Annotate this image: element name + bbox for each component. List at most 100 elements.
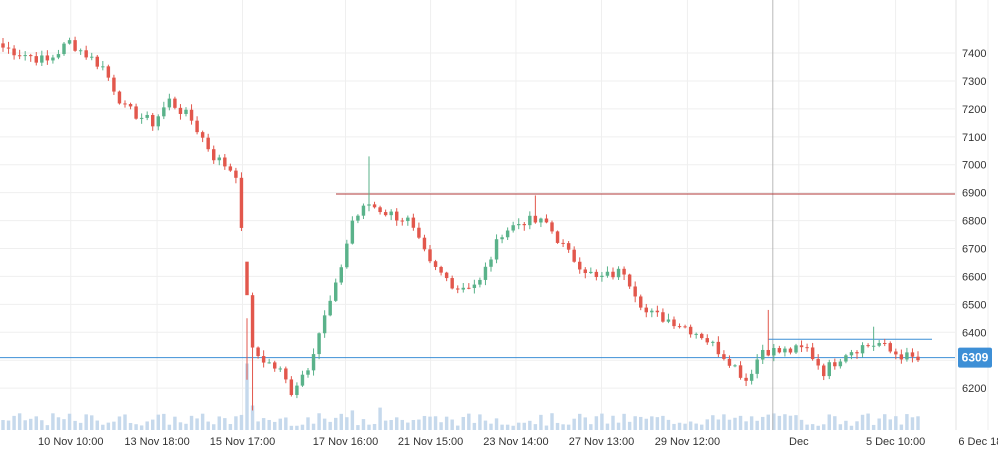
candle-body (267, 362, 271, 364)
candle-body (200, 132, 205, 138)
volume-bar (594, 416, 599, 430)
volume-bar (572, 418, 576, 430)
candle-body (605, 271, 610, 276)
candle-body (822, 365, 826, 377)
volume-bar (95, 420, 99, 430)
candle-body (139, 117, 144, 119)
y-tick-label: 6900 (962, 188, 986, 200)
candle-body (62, 43, 66, 55)
candle-body (17, 55, 22, 57)
volume-bar (916, 416, 920, 430)
candle-body (749, 373, 754, 381)
candle-body (528, 215, 532, 226)
candle-body (489, 259, 493, 267)
volume-bar (794, 415, 798, 430)
volume-bar (112, 421, 116, 430)
volume-bar (400, 419, 404, 430)
volume-bar (278, 418, 282, 430)
volume-bar (145, 421, 149, 430)
volume-bar (56, 417, 61, 430)
volume-bar (727, 419, 732, 430)
volume-bar (106, 422, 111, 430)
volume-bar (239, 414, 244, 430)
volume-bar (51, 413, 55, 430)
candle-body (467, 287, 471, 289)
volume-bar (827, 414, 831, 430)
candle-body (128, 103, 133, 107)
y-tick-label: 6600 (962, 271, 986, 283)
volume-bar (511, 425, 515, 430)
volume-bar (711, 415, 715, 430)
volume-bar (345, 417, 349, 430)
candle-body (838, 361, 843, 367)
candle-body (422, 237, 427, 250)
volume-bar (90, 415, 94, 430)
volume-bar (167, 424, 172, 430)
candle-body (95, 56, 99, 67)
candle-body (156, 116, 160, 127)
volume-bar (1, 420, 5, 430)
candle-body (888, 343, 892, 352)
volume-bar (589, 424, 593, 430)
volume-bar (439, 422, 443, 430)
volume-bar (422, 415, 427, 430)
candle-body (67, 40, 72, 44)
volume-bar (483, 420, 488, 430)
candle-body (578, 261, 582, 270)
volume-bar (894, 416, 898, 430)
volume-bar (173, 416, 177, 430)
candle-body (461, 287, 465, 290)
volume-bar (250, 405, 255, 430)
volume-layer (1, 363, 920, 430)
volume-bar (633, 416, 637, 430)
candle-body (439, 266, 443, 273)
candle-body (855, 352, 859, 354)
volume-bar (134, 424, 138, 430)
volume-bar (62, 419, 66, 430)
candle-body (217, 157, 221, 161)
candle-body (300, 374, 305, 386)
volume-bar (178, 422, 183, 430)
candle-body (1, 43, 5, 48)
x-tick-label: 15 Nov 17:00 (210, 436, 275, 448)
candle-body (833, 362, 837, 367)
y-tick-label: 6700 (962, 244, 986, 256)
volume-bar (799, 419, 804, 430)
volume-bar (383, 420, 388, 430)
volume-bar (766, 414, 770, 430)
volume-bar (517, 422, 521, 430)
volume-bar (45, 425, 50, 430)
volume-bar (123, 414, 127, 430)
candle-body (772, 348, 776, 356)
current-price-label: 6309 (962, 351, 989, 365)
volume-bar (212, 424, 216, 430)
volume-bar (334, 417, 338, 430)
candle-body (256, 347, 260, 357)
volume-bar (317, 413, 321, 430)
volume-bar (855, 421, 859, 430)
y-tick-label: 6400 (962, 327, 986, 339)
volume-bar (616, 422, 621, 430)
candle-body (389, 211, 393, 216)
candle-body (84, 50, 88, 58)
volume-bar (273, 421, 277, 430)
volume-bar (600, 413, 604, 430)
x-tick-label: Dec (789, 436, 809, 448)
candle-body (250, 295, 255, 348)
candle-body (539, 218, 543, 223)
candle-body (650, 310, 654, 313)
candle-body (844, 355, 848, 362)
candle-body (683, 326, 687, 328)
volume-bar (533, 424, 538, 430)
volume-bar (84, 414, 88, 430)
volume-bar (500, 424, 504, 430)
candle-body (406, 217, 410, 222)
y-tick-label: 6500 (962, 299, 986, 311)
candle-body (860, 345, 865, 354)
candle-body (311, 354, 316, 371)
candle-body (472, 284, 477, 288)
candle-body (151, 114, 155, 127)
volume-bar (234, 416, 238, 430)
candle-body (877, 342, 881, 346)
